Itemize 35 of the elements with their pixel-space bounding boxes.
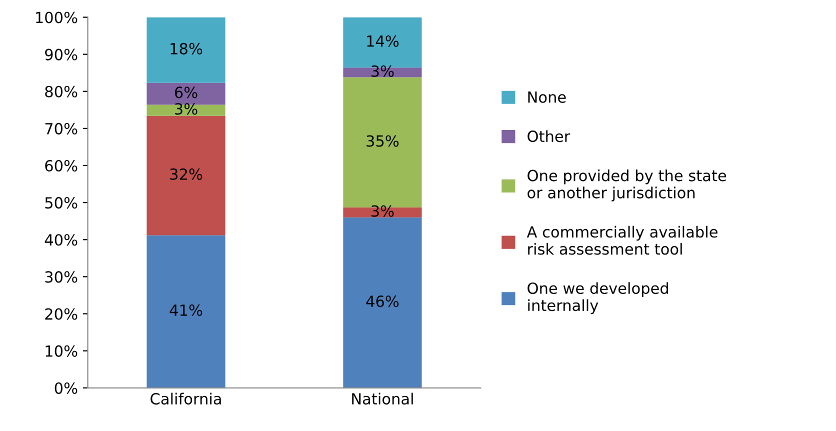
y-tick-label: 60% xyxy=(45,160,78,172)
y-tick-label: 50% xyxy=(45,197,78,209)
bar xyxy=(343,217,422,388)
y-tick-label: 10% xyxy=(46,345,78,357)
y-tick-label: 80% xyxy=(45,86,78,98)
data-label: 32% xyxy=(170,168,202,180)
bar xyxy=(146,116,226,236)
y-tick-label: 20% xyxy=(45,308,78,320)
y-tick-label: 90% xyxy=(45,48,78,60)
legend-label: None xyxy=(528,92,566,103)
bar xyxy=(343,207,422,218)
y-tick-label: 70% xyxy=(45,122,78,134)
legend-label: One we developed internally xyxy=(528,282,668,314)
data-label: 3% xyxy=(175,103,198,115)
data-label: 35% xyxy=(366,135,399,147)
data-label: 18% xyxy=(170,42,202,54)
y-tick-label: 40% xyxy=(44,234,78,246)
data-label: 41% xyxy=(170,304,202,316)
bar xyxy=(146,17,226,83)
data-label: 6% xyxy=(174,86,198,98)
legend-label: One provided by the state or another jurisdiction xyxy=(528,170,726,202)
data-label: 46% xyxy=(366,296,399,308)
data-label: 14% xyxy=(367,35,399,47)
legend-label: Other xyxy=(528,130,570,142)
bar xyxy=(146,235,226,388)
data-label: 3% xyxy=(372,205,394,217)
y-tick-label: 30% xyxy=(45,271,78,283)
y-tick-label: 0% xyxy=(54,382,78,394)
x-tick-label: California xyxy=(150,392,221,405)
data-label: 3% xyxy=(372,65,394,77)
bar xyxy=(146,82,226,105)
y-tick-label: 100% xyxy=(36,12,78,24)
legend-label: A commercially available risk assessment tool xyxy=(526,226,718,255)
x-tick-label: National xyxy=(352,392,413,405)
bar xyxy=(146,104,226,116)
